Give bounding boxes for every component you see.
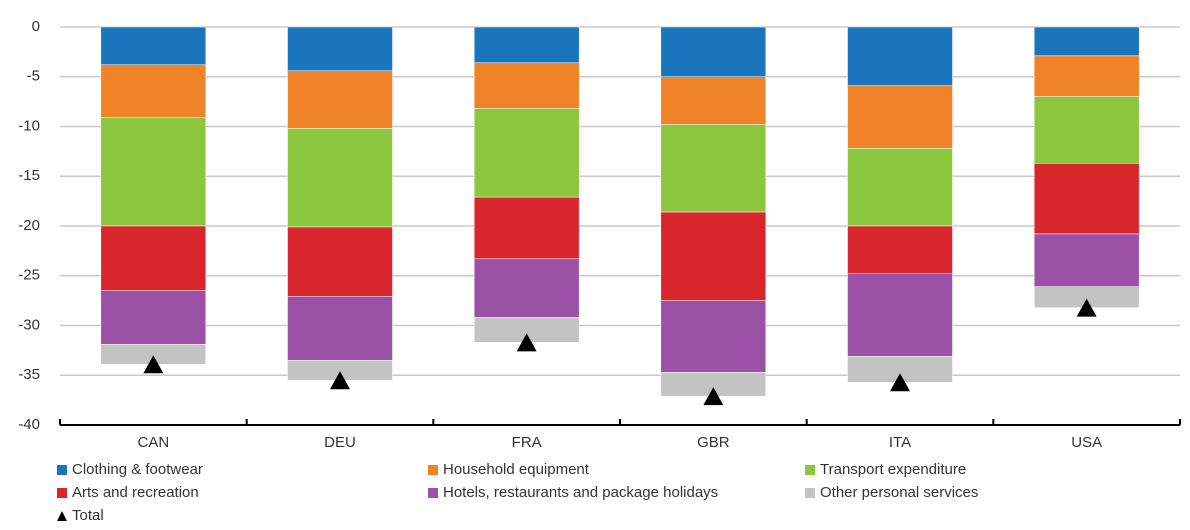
bar-segment (100, 290, 207, 345)
bar-segment (473, 108, 580, 198)
legend-swatch (57, 465, 67, 475)
total-marker (143, 355, 164, 374)
legend-label: Household equipment (443, 461, 590, 478)
bar-segment (100, 26, 207, 66)
bar-segment (660, 76, 767, 125)
bar-segment (1033, 233, 1140, 287)
x-tick-label: FRA (512, 434, 542, 451)
y-tick-label: -20 (18, 217, 40, 234)
bar-segment (473, 196, 580, 260)
legend-label: Transport expenditure (820, 461, 966, 478)
bar-segment (1033, 96, 1140, 164)
total-marker (890, 373, 910, 392)
bar-segment (287, 128, 393, 228)
total-marker (703, 387, 724, 406)
bar-segment (100, 64, 207, 118)
legend-label: Arts and recreation (72, 484, 199, 501)
y-tick-label: -40 (18, 416, 40, 433)
bar-segment (473, 26, 580, 64)
y-tick-label: -15 (18, 167, 40, 184)
bar-segment (847, 273, 953, 357)
bar-segment (287, 70, 393, 129)
legend-label: Other personal services (820, 484, 978, 501)
bar-segment (1033, 55, 1140, 97)
y-tick-label: -25 (18, 267, 40, 284)
x-tick-label: DEU (324, 434, 356, 451)
bar-segment (660, 211, 767, 301)
total-marker (1076, 298, 1097, 317)
y-tick-label: -5 (27, 68, 40, 85)
bar-segment (473, 258, 580, 318)
x-tick-label: GBR (697, 434, 730, 451)
bar-segment (847, 85, 953, 149)
legend-label: Hotels, restaurants and package holidays (443, 484, 718, 501)
legend-label: Clothing & footwear (72, 461, 203, 478)
legend-swatch (805, 465, 815, 475)
bar-segment (660, 300, 767, 373)
bar-segment (473, 62, 580, 109)
legend-swatch (428, 488, 438, 498)
x-tick-label: CAN (137, 434, 169, 451)
y-tick-label: 0 (32, 18, 40, 35)
y-tick-label: -10 (18, 117, 40, 134)
bar-segment (660, 26, 767, 77)
bar-segment (287, 226, 393, 297)
bar-segment (100, 225, 207, 291)
bar-segment (847, 26, 953, 86)
bar-segment (287, 296, 393, 361)
legend-swatch (428, 465, 438, 475)
legend-swatch (57, 488, 67, 498)
legend-marker (57, 511, 67, 521)
bar-segment (100, 117, 207, 227)
x-tick-label: ITA (889, 434, 911, 451)
bar-segment (287, 26, 393, 72)
legend-label: Total (72, 507, 104, 524)
bar-segment (847, 225, 953, 275)
legend-swatch (805, 488, 815, 498)
bar-segment (660, 124, 767, 213)
total-marker (516, 333, 537, 352)
total-marker (330, 371, 350, 390)
y-tick-label: -35 (18, 366, 40, 383)
bar-segment (847, 148, 953, 227)
y-tick-label: -30 (18, 316, 40, 333)
bar-segment (1033, 26, 1140, 57)
bar-segment (1033, 163, 1140, 235)
x-tick-label: USA (1071, 434, 1102, 451)
